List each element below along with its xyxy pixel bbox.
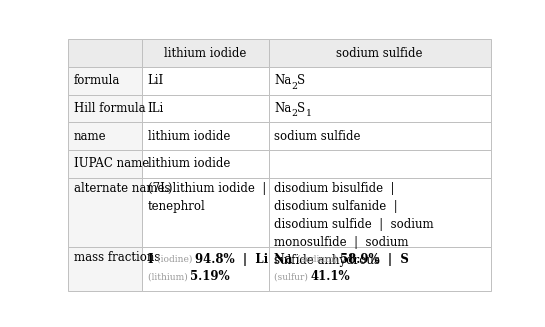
Text: lithium iodide: lithium iodide (148, 129, 230, 143)
Bar (68, 247, 142, 291)
Bar (269, 67, 490, 95)
Bar (269, 122, 490, 150)
Text: formula: formula (74, 74, 120, 87)
Bar (68, 95, 142, 122)
Text: Na: Na (274, 102, 292, 115)
Bar (142, 39, 269, 67)
Bar (269, 247, 490, 291)
Text: 41.1%: 41.1% (311, 270, 350, 284)
Text: LiI: LiI (148, 74, 164, 87)
Text: Na: Na (274, 74, 292, 87)
Text: (lithium): (lithium) (148, 272, 190, 281)
Bar (142, 247, 269, 291)
Text: lithium iodide: lithium iodide (164, 46, 246, 60)
Text: 58.9%  |  S: 58.9% | S (340, 253, 409, 266)
Bar (68, 150, 142, 178)
Bar (142, 67, 269, 95)
Text: IUPAC name: IUPAC name (74, 157, 149, 170)
Bar (68, 178, 142, 247)
Text: disodium bisulfide  |
disodium sulfanide  |
disodium sulfide  |  sodium
monosulf: disodium bisulfide | disodium sulfanide … (274, 182, 434, 267)
Bar (269, 178, 490, 247)
Text: (iodine): (iodine) (157, 255, 196, 264)
Text: sodium sulfide: sodium sulfide (274, 129, 361, 143)
Text: 2: 2 (292, 82, 298, 91)
Bar (269, 39, 490, 67)
Bar (68, 122, 142, 150)
Text: (7L)lithium iodide  |
tenephrol: (7L)lithium iodide | tenephrol (148, 182, 266, 213)
Bar (269, 150, 490, 178)
Text: mass fractions: mass fractions (74, 251, 160, 264)
Text: name: name (74, 129, 106, 143)
Text: alternate names: alternate names (74, 182, 170, 195)
Text: Na: Na (274, 253, 296, 266)
Text: I: I (148, 253, 157, 266)
Text: S: S (298, 74, 306, 87)
Text: sodium sulfide: sodium sulfide (336, 46, 423, 60)
Text: ILi: ILi (148, 102, 164, 115)
Bar (68, 67, 142, 95)
Bar (68, 39, 142, 67)
Bar (142, 122, 269, 150)
Text: (sodium): (sodium) (296, 255, 340, 264)
Text: 94.8%  |  Li: 94.8% | Li (196, 253, 269, 266)
Text: 1: 1 (306, 110, 312, 118)
Text: 5.19%: 5.19% (190, 270, 230, 284)
Text: S: S (298, 102, 306, 115)
Text: lithium iodide: lithium iodide (148, 157, 230, 170)
Bar (269, 95, 490, 122)
Bar (142, 150, 269, 178)
Bar (142, 178, 269, 247)
Text: 2: 2 (292, 110, 298, 118)
Text: (sulfur): (sulfur) (274, 272, 311, 281)
Text: Hill formula: Hill formula (74, 102, 145, 115)
Bar (142, 95, 269, 122)
